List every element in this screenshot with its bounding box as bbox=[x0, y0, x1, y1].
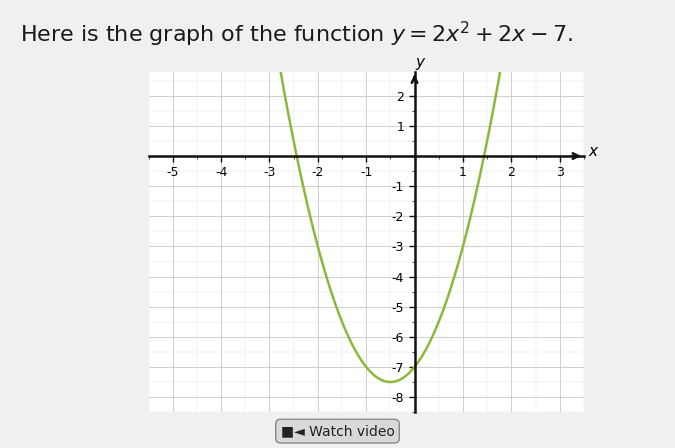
Text: x: x bbox=[589, 144, 598, 159]
Text: y: y bbox=[416, 55, 425, 70]
Text: ■◄ Watch video: ■◄ Watch video bbox=[281, 424, 394, 438]
Text: Here is the graph of the function $y = 2x^2 + 2x - 7$.: Here is the graph of the function $y = 2… bbox=[20, 20, 573, 49]
